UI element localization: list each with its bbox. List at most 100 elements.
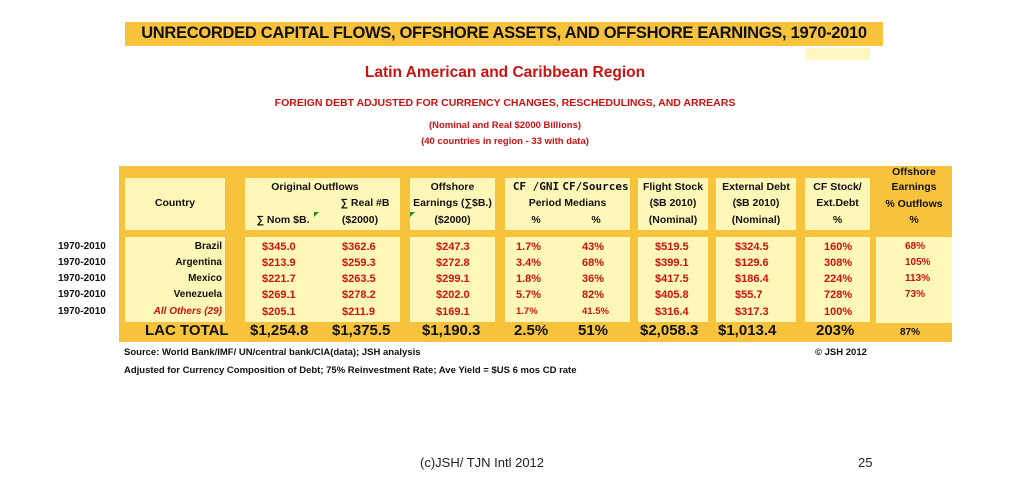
col-header-external-debt: External Debt	[722, 181, 790, 193]
cell-cf-stock: 728%	[824, 289, 853, 301]
col-header-flight-stock: Flight Stock	[642, 181, 704, 193]
cell-flight: $316.4	[655, 306, 689, 318]
col-header-offshore-2: Offshore	[892, 166, 936, 178]
cell-nom: $205.1	[262, 306, 296, 318]
copyright-note: © JSH 2012	[815, 347, 867, 358]
cell-ext: $129.6	[735, 257, 769, 269]
units-note: (Nominal and Real $2000 Billions)	[428, 120, 582, 131]
col-header-real-b: ∑ Real #B	[340, 197, 390, 209]
cell-cf-src: 41.5%	[582, 306, 609, 317]
cell-cf-gni: 1.7%	[516, 241, 542, 253]
col-header-ext-nominal: (Nominal)	[731, 214, 781, 226]
cell-nom: $221.7	[262, 273, 296, 285]
cell-flight: $519.5	[655, 241, 689, 253]
row-country: Brazil	[194, 241, 222, 252]
header-cell-medians	[505, 178, 630, 230]
col-header-pct-gni: %	[531, 214, 541, 226]
cell-real: $211.9	[342, 306, 376, 318]
cell-cf-src: 36%	[582, 273, 605, 285]
page-title: UNRECORDED CAPITAL FLOWS, OFFSHORE ASSET…	[141, 24, 867, 42]
cell-cf-stock: 308%	[824, 257, 853, 269]
cell-cf-src: 68%	[582, 257, 605, 269]
coverage-note: (40 countries in region - 33 with data)	[421, 136, 589, 147]
cell-nom: $213.9	[262, 257, 296, 269]
cell-nom: $269.1	[262, 289, 296, 301]
total-cf-stock: 203%	[816, 322, 855, 339]
col-header-real-unit: ($2000)	[341, 214, 379, 226]
cell-ext: $55.7	[735, 289, 763, 301]
cell-flight: $405.8	[655, 289, 689, 301]
data-cell-outflows-pct	[876, 237, 952, 323]
header-cell-cfstock	[805, 178, 870, 230]
total-real: $1,375.5	[332, 322, 391, 339]
header-cell-flight	[638, 178, 708, 230]
cell-out: 113%	[905, 273, 931, 284]
row-period: 1970-2010	[58, 273, 106, 284]
source-note: Source: World Bank/IMF/ UN/central bank/…	[124, 347, 421, 358]
col-header-cf-sources: CF/Sources	[562, 180, 629, 193]
col-header-cf-stock: CF Stock/	[813, 181, 862, 193]
cell-earn: $272.8	[436, 257, 470, 269]
cell-ext: $317.3	[735, 306, 769, 318]
total-earnings: $1,190.3	[422, 322, 481, 339]
row-country: All Others (29)	[153, 306, 222, 317]
col-header-ext-debt-short: Ext.Debt	[816, 197, 859, 209]
comment-marker-icon	[314, 212, 319, 217]
header-cell-country	[125, 178, 225, 230]
row-country: Venezuela	[173, 289, 222, 300]
total-label: LAC TOTAL	[145, 322, 229, 339]
col-header-original-outflows: Original Outflows	[271, 181, 359, 193]
cell-earn: $299.1	[436, 273, 470, 285]
assumptions-note: Adjusted for Currency Composition of Deb…	[124, 365, 577, 376]
col-header-pct-sources: %	[591, 214, 601, 226]
cell-cf-src: 82%	[582, 289, 605, 301]
cell-cf-gni: 3.4%	[516, 257, 542, 269]
cell-ext: $186.4	[735, 273, 769, 285]
col-header-flight-unit: ($B 2010)	[649, 197, 697, 209]
total-nom: $1,254.8	[250, 322, 309, 339]
cell-earn: $169.1	[436, 306, 470, 318]
col-header-earnings-2: Earnings	[891, 181, 937, 193]
row-country: Argentina	[175, 257, 222, 268]
header-cell-earnings	[410, 178, 495, 230]
col-header-pct-out: %	[909, 214, 919, 226]
title-band	[125, 22, 883, 46]
col-header-ext-unit: ($B 2010)	[732, 197, 780, 209]
total-outflows-pct: 87%	[900, 327, 921, 338]
cell-cf-gni: 1.8%	[516, 273, 542, 285]
data-cell-flight	[638, 237, 708, 322]
row-period: 1970-2010	[58, 289, 106, 300]
total-cf-gni: 2.5%	[514, 322, 549, 339]
page-number: 25	[858, 455, 873, 470]
cell-earn: $202.0	[436, 289, 470, 301]
cell-ext: $324.5	[735, 241, 769, 253]
cell-flight: $417.5	[655, 273, 689, 285]
col-header-cf-gni: CF /GNI	[512, 180, 560, 193]
total-cf-sources: 51%	[578, 322, 609, 339]
header-cell-ext	[716, 178, 796, 230]
col-header-pct-outflows: % Outflows	[885, 198, 943, 210]
row-country: Mexico	[188, 273, 222, 284]
col-header-earnings-unit: ($2000)	[434, 214, 471, 226]
data-cell-cfstock	[805, 237, 870, 322]
row-period: 1970-2010	[58, 257, 106, 268]
cell-real: $263.5	[342, 273, 376, 285]
cell-nom: $345.0	[262, 241, 296, 253]
cell-cf-gni: 1.7%	[516, 306, 538, 317]
col-header-country: Country	[154, 197, 196, 209]
cell-cf-stock: 160%	[824, 241, 853, 253]
col-header-nom-b: ∑ Nom $B.	[256, 214, 310, 226]
cell-real: $259.3	[342, 257, 376, 269]
data-cell-earnings	[410, 237, 495, 322]
col-header-pct-cfstock: %	[832, 214, 843, 226]
data-cell-ext	[716, 237, 796, 322]
cell-real: $362.6	[342, 241, 376, 253]
row-period: 1970-2010	[58, 241, 106, 252]
cell-cf-src: 43%	[582, 241, 605, 253]
cell-cf-stock: 100%	[824, 306, 853, 318]
comment-marker-icon	[410, 212, 415, 217]
cell-flight: $399.1	[655, 257, 689, 269]
cell-out: 105%	[905, 257, 931, 268]
data-cell-medians	[505, 237, 630, 322]
cell-real: $278.2	[342, 289, 376, 301]
